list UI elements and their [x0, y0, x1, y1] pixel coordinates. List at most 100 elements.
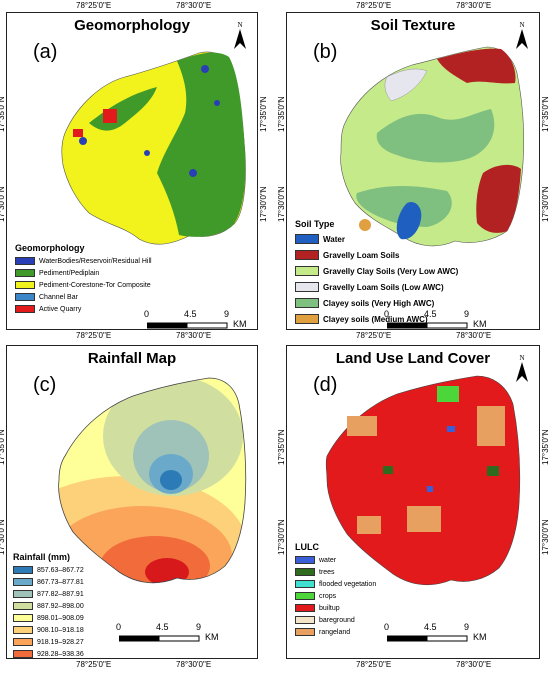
legend-label: 867.73–877.81 — [37, 578, 84, 586]
gravelly-loam-soils-east — [476, 164, 521, 233]
coordinate-label: 17°35'0"N — [0, 429, 6, 465]
legend-swatch — [295, 580, 315, 588]
scale-bar: 0 4.5 9 KM — [144, 309, 257, 329]
rainfall-legend: Rainfall (mm) 857.63–867.72 867.73–877.81… — [13, 552, 84, 658]
water-reservoir — [396, 201, 422, 240]
legend-item: Clayey soils (Very High AWC) — [295, 295, 458, 311]
legend-swatch — [295, 266, 319, 276]
legend-swatch — [295, 604, 315, 612]
legend-swatch — [295, 282, 319, 292]
legend-item: Gravelly Clay Soils (Very Low AWC) — [295, 263, 458, 279]
panel-c-title: Rainfall Map — [87, 350, 177, 367]
legend-label: 908.10–918.18 — [37, 626, 84, 634]
panel-d-label: (d) — [313, 374, 338, 396]
coordinate-label: 78°30'0"E — [456, 331, 492, 340]
legend-item: 928.28–938.36 — [13, 648, 84, 658]
legend-label: Gravelly Loam Soils — [323, 250, 400, 260]
coordinate-label: 78°25'0"E — [76, 1, 112, 10]
legend-label: 887.92–898.00 — [37, 602, 84, 610]
coordinate-label: 17°30'0"N — [277, 519, 286, 555]
legend-label: crops — [319, 592, 337, 600]
panel-a-title: Geomorphology — [74, 17, 190, 34]
legend-label: rangeland — [319, 628, 351, 636]
legend-label: water — [319, 556, 337, 564]
coordinate-label: 78°25'0"E — [76, 331, 112, 340]
scale-bar: 0 4.5 9 KM — [384, 309, 539, 329]
coordinate-label: 78°25'0"E — [76, 660, 112, 669]
legend-item: builtup — [295, 602, 376, 614]
scale-tick-label: 0 — [144, 309, 150, 319]
rainfall-zone-857-867 — [160, 470, 182, 490]
legend-title: Rainfall (mm) — [13, 552, 71, 562]
legend-label: trees — [319, 568, 335, 576]
legend-label: flooded vegetation — [319, 580, 377, 588]
coordinate-label: 17°30'0"N — [0, 519, 6, 555]
coordinate-label: 78°25'0"E — [356, 331, 392, 340]
coordinate-label: 78°25'0"E — [356, 1, 392, 10]
legend-item: 908.10–918.18 — [13, 624, 84, 636]
legend-item: 857.63–867.72 — [13, 564, 84, 576]
legend-label: 857.63–867.72 — [37, 566, 84, 574]
legend-swatch — [13, 602, 33, 610]
legend-item: Pediment/Pediplain — [15, 267, 152, 279]
coordinate-label: 78°30'0"E — [176, 331, 212, 340]
legend-swatch — [295, 250, 319, 260]
legend-swatch — [295, 616, 315, 624]
rangeland-patch — [477, 406, 505, 446]
legend-swatch — [295, 568, 315, 576]
scale-tick-label: 4.5 — [184, 309, 197, 319]
legend-title: Geomorphology — [15, 243, 85, 253]
legend-label: bareground — [319, 616, 355, 624]
legend-item: 887.92–898.00 — [13, 600, 84, 612]
legend-label: Channel Bar — [39, 293, 78, 301]
coordinate-label: 17°30'0"N — [277, 186, 286, 222]
coordinate-label: 78°30'0"E — [176, 660, 212, 669]
legend-label: 898.01–908.09 — [37, 614, 84, 622]
coordinate-label: 78°30'0"E — [456, 1, 492, 10]
panel-b-label: (b) — [313, 41, 338, 63]
legend-label: builtup — [319, 604, 340, 612]
legend-swatch — [13, 650, 33, 658]
gravelly-loam-soils-low-awc — [384, 68, 428, 102]
scale-tick-label: 0 — [116, 622, 122, 632]
clayey-soils-high-awc — [376, 109, 495, 163]
waterbody — [144, 150, 150, 156]
legend-label: Active Quarry — [39, 305, 82, 313]
panel-c-label: (c) — [33, 374, 57, 396]
geomorphology-legend: Geomorphology WaterBodies/Reservoir/Resi… — [15, 243, 152, 315]
legend-item: Clayey soils (Medium AWC) — [295, 311, 458, 327]
coordinate-label: 17°35'0"N — [541, 96, 550, 132]
legend-label: Gravelly Loam Soils (Low AWC) — [323, 282, 444, 292]
scale-tick-label: 9 — [196, 622, 202, 632]
legend-label: Clayey soils (Very High AWC) — [323, 298, 435, 308]
legend-item: bareground — [295, 614, 376, 626]
lulc-legend: LULC water trees flooded vegetation crops bu… — [295, 542, 376, 638]
legend-swatch — [13, 590, 33, 598]
legend-swatch — [15, 257, 35, 265]
scale-bar: 0 4.5 9 KM — [384, 622, 539, 658]
legend-item: flooded vegetation — [295, 578, 376, 590]
legend-item: Water — [295, 231, 458, 247]
legend-swatch — [15, 293, 35, 301]
geomorphology-map — [61, 51, 246, 245]
basin-boundary — [58, 377, 247, 584]
legend-label: Clayey soils (Medium AWC) — [323, 314, 428, 324]
rainfall-map — [58, 377, 247, 584]
waterbody — [201, 65, 209, 73]
panel-a-label: (a) — [33, 41, 58, 63]
legend-label: Pediment/Pediplain — [39, 269, 100, 277]
scale-unit-label: KM — [205, 632, 219, 642]
waterbody — [189, 169, 197, 177]
legend-item: Pediment-Corestone-Tor Composite — [15, 279, 152, 291]
legend-item: Channel Bar — [15, 291, 152, 303]
waterbody — [79, 137, 87, 145]
water-patch — [427, 486, 433, 492]
legend-label: 928.28–938.36 — [37, 650, 84, 658]
scale-tick-label: 4.5 — [424, 622, 437, 632]
north-arrow-icon: N — [231, 21, 249, 55]
coordinate-label: 17°35'0"N — [259, 96, 268, 132]
trees-patch — [383, 466, 393, 474]
coordinate-label: 17°30'0"N — [541, 519, 550, 555]
scale-tick-label: 4.5 — [156, 622, 169, 632]
legend-label: Pediment-Corestone-Tor Composite — [39, 281, 151, 289]
